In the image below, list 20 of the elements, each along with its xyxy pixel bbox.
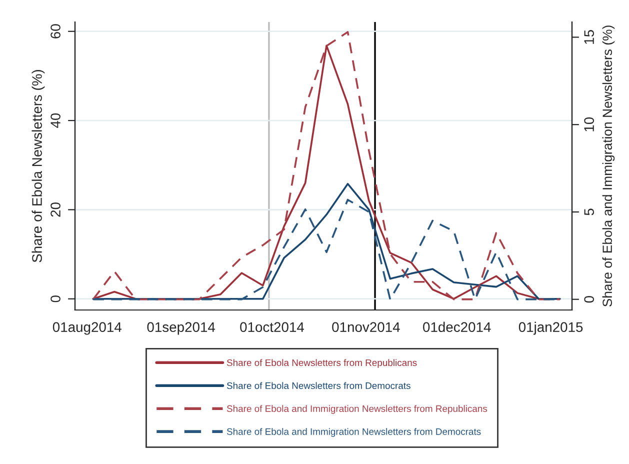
y-tick-label: 20: [50, 202, 60, 217]
x-tick-label: 01dec2014: [423, 322, 491, 332]
y2-tick-label: 0: [584, 296, 594, 303]
y-tick-label: 0: [50, 296, 60, 302]
x-tick-label: 01aug2014: [52, 322, 122, 335]
text: Share of Ebola Newsletters from Republicans: [226, 359, 417, 368]
y-tick-label: 40: [50, 113, 60, 128]
x-tick-label: 01sep2014: [147, 322, 216, 335]
y-tick-label: 60: [50, 24, 60, 38]
text: Share of Ebola and Immigration Newsletters from Republicans: [226, 405, 488, 414]
y2-axis-title: Share of Ebola and Immigration Newsletters (%): [602, 26, 615, 307]
y-axis-title: Share of Ebola Newsletters (%): [32, 70, 45, 262]
y2-tick-label: 15: [584, 30, 594, 44]
y2-tick-label: 5: [584, 208, 594, 216]
x-tick-label: 01oct2014: [240, 322, 304, 332]
x-tick-label: 01jan2015: [518, 322, 583, 335]
text: Share of Ebola Newsletters from Democrats: [226, 382, 410, 390]
y2-tick-label: 10: [584, 117, 594, 132]
text: Share of Ebola and Immigration Newsletters from Democrats: [226, 428, 481, 437]
x-tick-label: 01nov2014: [332, 322, 400, 332]
